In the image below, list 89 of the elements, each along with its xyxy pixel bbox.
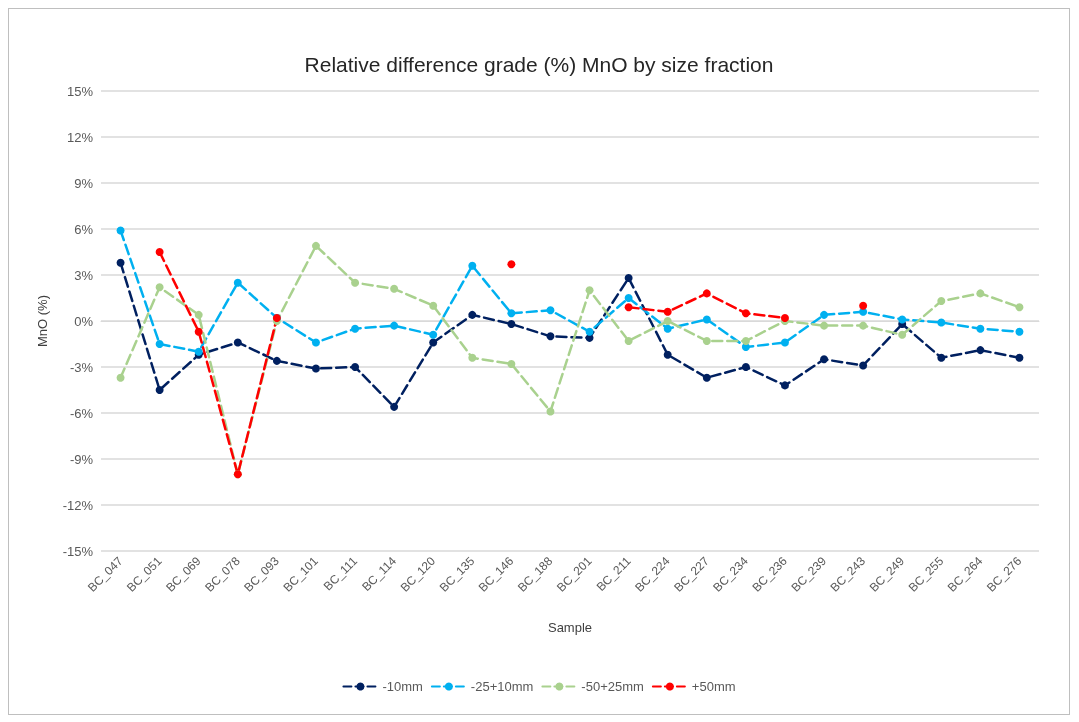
point [663, 307, 672, 316]
point [468, 310, 477, 319]
legend-label: +50mm [691, 679, 736, 694]
point [780, 338, 789, 347]
point [820, 310, 829, 319]
y-tick-label: 6% [74, 221, 94, 237]
point [624, 336, 633, 345]
point [507, 309, 516, 318]
point [468, 261, 477, 270]
y-tick-label: -6% [69, 405, 94, 421]
point [429, 301, 438, 310]
point [585, 327, 594, 336]
point [702, 289, 711, 298]
point [976, 289, 985, 298]
y-tick-label: 9% [74, 175, 94, 191]
point [780, 381, 789, 390]
chart-title: Relative difference grade (%) MnO by size fraction [304, 53, 774, 76]
y-tick-label: 0% [74, 313, 94, 329]
point [468, 353, 477, 362]
point [663, 350, 672, 359]
point [937, 297, 946, 306]
point [351, 324, 360, 333]
y-tick-label: -15% [62, 543, 94, 559]
point [1015, 327, 1024, 336]
x-axis-title: Sample [547, 620, 593, 635]
y-tick-label: 15% [66, 83, 94, 99]
point [272, 356, 281, 365]
point [546, 332, 555, 341]
point [233, 278, 242, 287]
y-tick-label: -3% [69, 359, 94, 375]
point [702, 373, 711, 382]
point [1015, 303, 1024, 312]
point [780, 313, 789, 322]
point [194, 327, 203, 336]
point [624, 274, 633, 283]
point [155, 283, 164, 292]
point [233, 338, 242, 347]
point [546, 407, 555, 416]
point [351, 363, 360, 371]
point [351, 278, 360, 287]
point [820, 355, 829, 364]
point [390, 321, 399, 330]
point [741, 309, 750, 318]
point [155, 340, 164, 348]
point [194, 310, 203, 319]
point [546, 306, 555, 315]
y-tick-label: -9% [69, 451, 94, 467]
point [116, 258, 125, 267]
point [898, 315, 907, 324]
point [429, 330, 438, 339]
point [155, 386, 164, 394]
point [116, 226, 125, 235]
y-tick-label: 12% [66, 129, 94, 145]
point [390, 284, 399, 293]
point [741, 336, 750, 345]
point [624, 294, 633, 302]
point [976, 324, 985, 333]
point [585, 286, 594, 295]
point [859, 361, 868, 370]
point [898, 330, 907, 339]
point [976, 346, 985, 355]
point [702, 315, 711, 324]
y-axis-title: MnO (%) [35, 295, 50, 347]
point [390, 402, 399, 411]
point [507, 260, 516, 269]
point [311, 241, 320, 250]
point [663, 317, 672, 325]
point [507, 359, 516, 368]
point [702, 336, 711, 345]
point [937, 318, 946, 327]
point [820, 321, 829, 330]
point [741, 363, 750, 371]
legend-label: -50+25mm [581, 679, 644, 694]
legend-label: -25+10mm [470, 679, 534, 694]
y-tick-label: -12% [62, 497, 94, 513]
point [116, 373, 125, 382]
point [429, 338, 438, 347]
point [859, 321, 868, 330]
point [155, 248, 164, 256]
point [663, 324, 672, 333]
point [859, 301, 868, 310]
legend-label: -10mm [382, 679, 423, 694]
point [507, 320, 516, 329]
point [311, 338, 320, 347]
point [1015, 353, 1024, 362]
y-tick-label: 3% [74, 267, 94, 283]
point [311, 364, 320, 373]
point [624, 303, 633, 312]
point [937, 353, 946, 362]
